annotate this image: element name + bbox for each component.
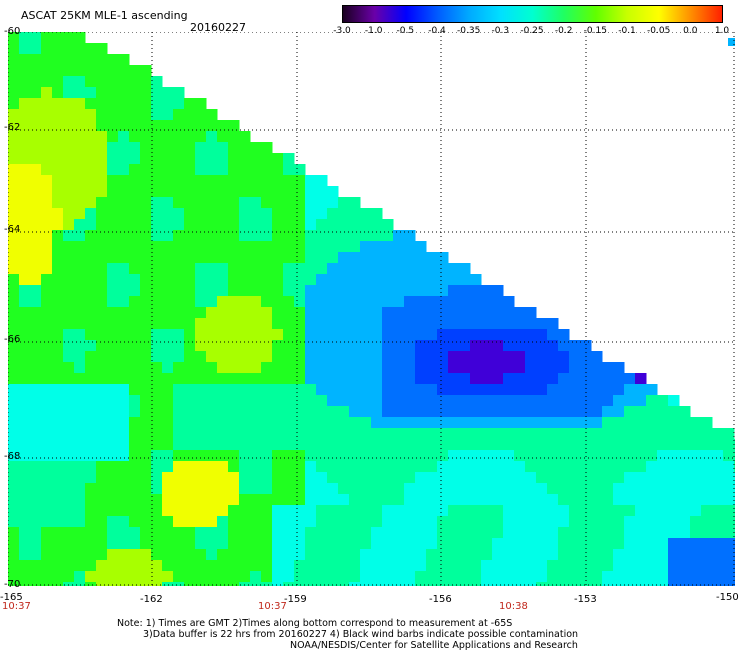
colorbar-tick-label: 1.0 bbox=[714, 26, 730, 36]
colorbar bbox=[342, 5, 723, 23]
colorbar-tick-label: -0.05 bbox=[647, 26, 671, 36]
colorbar-tick-label: 0.0 bbox=[683, 26, 698, 36]
colorbar-tick-label: -1.0 bbox=[364, 26, 383, 36]
note-line-2: 3)Data buffer is 22 hrs from 20160227 4)… bbox=[143, 629, 579, 640]
lon-label-156: -156 bbox=[429, 594, 452, 605]
lat-label-64: -64 bbox=[4, 224, 21, 235]
time-label-1: 10:37 bbox=[2, 601, 31, 612]
lon-label-165: -165 bbox=[0, 592, 23, 603]
colorbar-tick-label: -0.4 bbox=[428, 26, 446, 36]
map-date: 20160227 bbox=[190, 21, 246, 34]
time-label-2: 10:37 bbox=[258, 601, 287, 612]
time-label-3: 10:38 bbox=[499, 601, 528, 612]
lon-label-162: -162 bbox=[140, 594, 163, 605]
wind-map bbox=[8, 32, 735, 586]
colorbar-tick-label: -3.0 bbox=[333, 26, 351, 36]
colorbar-tick-label: -0.5 bbox=[396, 26, 415, 36]
colorbar-tick-label: -0.2 bbox=[554, 26, 573, 36]
colorbar-tick-label: -0.15 bbox=[583, 26, 607, 36]
lat-label-66: -66 bbox=[4, 334, 21, 345]
colorbar-tick-label: -0.35 bbox=[457, 26, 481, 36]
colorbar-tick-label: -0.3 bbox=[491, 26, 510, 36]
colorbar-tick-label: -0.1 bbox=[618, 26, 636, 36]
lat-label-70: -70 bbox=[4, 579, 21, 590]
lat-label-62: -62 bbox=[4, 122, 21, 133]
lon-label-150: -150 bbox=[716, 592, 739, 603]
lon-label-159: -159 bbox=[284, 594, 307, 605]
lat-label-60: -60 bbox=[4, 26, 21, 37]
colorbar-tick-label: -0.25 bbox=[520, 26, 544, 36]
map-title: ASCAT 25KM MLE-1 ascending bbox=[21, 9, 188, 22]
note-line-1: Note: 1) Times are GMT 2)Times along bot… bbox=[117, 618, 513, 629]
note-line-3: NOAA/NESDIS/Center for Satellite Applica… bbox=[290, 640, 578, 651]
lon-label-153: -153 bbox=[574, 594, 597, 605]
lat-label-68: -68 bbox=[4, 451, 21, 462]
